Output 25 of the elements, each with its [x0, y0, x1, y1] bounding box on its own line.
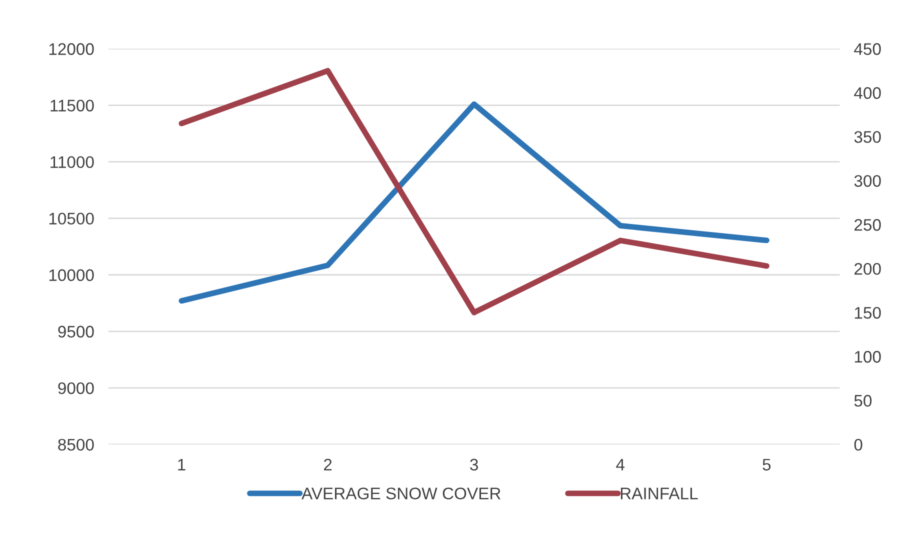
y2-tick-label: 400: [854, 87, 881, 99]
y-tick-label: 12000: [49, 43, 94, 55]
y-tick-label: 9000: [58, 382, 94, 394]
y2-tick-label: 150: [854, 306, 881, 319]
x-tick-label: 5: [762, 458, 771, 471]
y2-tick-label: 0: [854, 438, 862, 451]
y-tick-label: 10500: [49, 212, 94, 225]
y2-tick-label: 200: [854, 262, 881, 275]
y-tick-label: 11000: [50, 156, 94, 168]
y2-tick-label: 100: [854, 350, 881, 363]
y-tick-label: 9500: [58, 326, 94, 338]
legend-label: AVERAGE SNOW COVER: [302, 488, 500, 500]
y-tick-label: 8500: [58, 438, 94, 451]
x-tick-label: 3: [470, 458, 478, 471]
legend-label: RAINFALL: [620, 488, 698, 500]
y2-tick-label: 350: [854, 131, 881, 143]
x-tick-label: 1: [178, 458, 186, 470]
y2-tick-label: 250: [854, 219, 881, 231]
y2-tick-label: 50: [854, 394, 872, 407]
y-tick-label: 10000: [49, 269, 94, 282]
x-tick-label: 2: [324, 458, 332, 470]
y2-tick-label: 450: [854, 43, 881, 55]
y2-tick-label: 300: [854, 175, 881, 187]
x-tick-label: 4: [616, 458, 625, 470]
y-tick-label: 11500: [50, 100, 94, 112]
